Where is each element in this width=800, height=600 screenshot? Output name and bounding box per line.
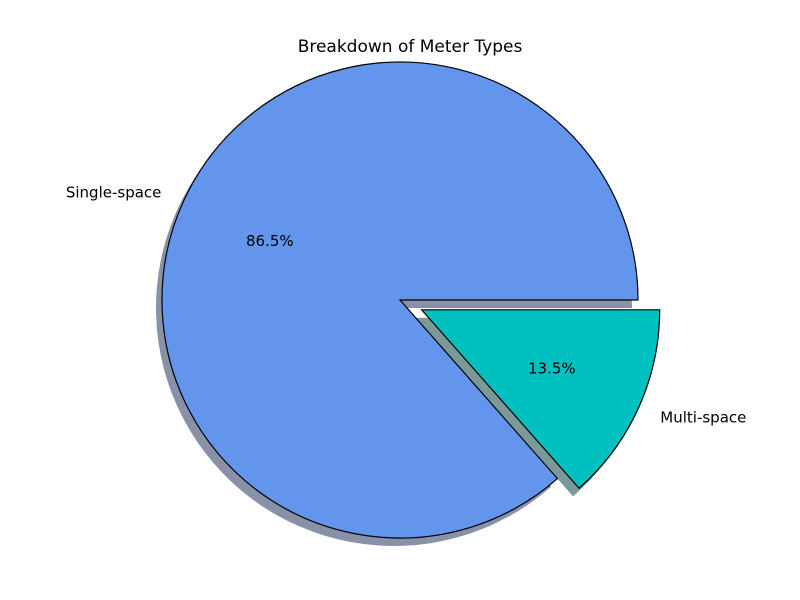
slice-value-label-multi-space: 13.5%	[528, 360, 576, 378]
slice-category-label-single-space: Single-space	[66, 183, 162, 201]
slice-value-label-single-space: 86.5%	[246, 232, 294, 250]
pie-slice-single-space	[161, 61, 639, 539]
slice-labels: 86.5% Single-space 13.5% Multi-space	[66, 183, 747, 426]
slice-category-label-multi-space: Multi-space	[660, 409, 746, 427]
chart-title: Breakdown of Meter Types	[298, 37, 523, 57]
slices	[161, 61, 661, 539]
pie-slice-multi-space	[420, 309, 661, 490]
